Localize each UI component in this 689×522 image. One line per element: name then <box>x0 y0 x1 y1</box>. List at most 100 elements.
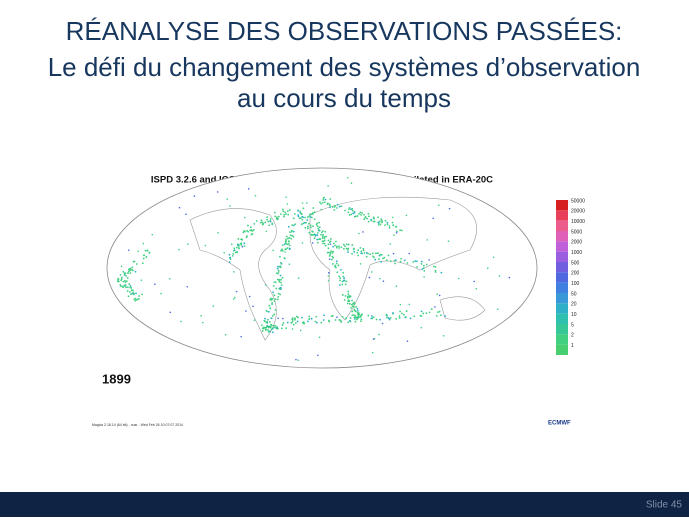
observation-dot <box>287 240 290 243</box>
observation-dot <box>321 240 324 243</box>
observation-dot <box>344 294 347 297</box>
observation-dot <box>240 238 243 241</box>
observation-dot <box>277 265 279 268</box>
observation-dot <box>365 255 368 258</box>
observation-dot <box>178 248 180 251</box>
observation-dot <box>267 310 270 313</box>
observation-dot <box>331 255 334 258</box>
observation-dot <box>371 351 374 354</box>
observation-dot <box>263 319 266 322</box>
observation-dot <box>353 314 355 316</box>
legend-label: 20 <box>571 302 577 308</box>
observation-dot <box>264 284 267 286</box>
observation-dot <box>395 230 398 233</box>
observation-dot <box>383 256 386 259</box>
observation-dot <box>380 253 383 256</box>
observation-dot <box>273 326 275 329</box>
observation-dot <box>312 207 315 209</box>
observation-dot <box>271 331 274 334</box>
observation-dot <box>335 260 338 263</box>
observation-dot <box>308 315 311 318</box>
map <box>106 167 538 369</box>
observation-dot <box>306 216 309 218</box>
observation-dot <box>391 221 394 224</box>
observation-dot <box>117 280 120 283</box>
observation-dot <box>357 254 360 257</box>
observation-dot <box>228 253 231 256</box>
observation-dot <box>342 275 345 278</box>
observation-dot <box>405 310 408 312</box>
observation-dot <box>243 216 246 219</box>
observation-dot <box>124 281 127 283</box>
observation-dot <box>331 258 333 261</box>
observation-dot <box>432 217 434 220</box>
observation-dot <box>260 219 263 222</box>
observation-dot <box>131 292 134 295</box>
observation-dot <box>142 257 145 260</box>
observation-dot <box>216 191 219 193</box>
observation-dot <box>122 280 125 283</box>
legend-label: 100 <box>571 281 580 287</box>
observation-dot <box>372 217 375 220</box>
observation-dot <box>475 287 478 290</box>
observation-dot <box>280 278 282 281</box>
observation-dot <box>360 318 363 321</box>
observation-dot <box>131 266 134 269</box>
observation-dot <box>367 314 370 317</box>
observation-dot <box>281 244 284 247</box>
observation-dot <box>344 283 347 286</box>
observation-dot <box>353 250 356 253</box>
observation-dot <box>342 248 345 250</box>
observation-dot <box>291 318 294 321</box>
observation-dot <box>282 210 285 213</box>
observation-dot <box>426 239 429 241</box>
observation-dot <box>344 245 346 248</box>
observation-dot <box>382 257 384 260</box>
observation-dot <box>266 216 269 219</box>
observation-dot <box>360 252 362 255</box>
observation-dot <box>268 224 271 227</box>
observation-dot <box>120 265 123 268</box>
observation-dot <box>370 315 373 317</box>
observation-dot <box>381 322 384 325</box>
legend-label: 10000 <box>571 219 585 225</box>
observation-dot <box>278 265 281 268</box>
observation-dot <box>416 266 418 268</box>
observation-dot <box>313 218 316 221</box>
observation-dot <box>276 218 279 221</box>
observation-dot <box>319 201 321 204</box>
observation-dot <box>473 280 475 283</box>
observation-dot <box>430 308 433 310</box>
observation-dot <box>395 285 398 287</box>
observation-dot <box>145 256 148 258</box>
observation-dot <box>428 259 430 261</box>
observation-dot <box>126 277 129 279</box>
observation-dot <box>321 237 324 239</box>
observation-dot <box>286 203 289 205</box>
legend-label: 1000 <box>571 250 582 256</box>
observation-dot <box>322 242 324 245</box>
legend-swatch <box>556 334 568 345</box>
observation-dot <box>434 306 436 308</box>
continent <box>189 208 277 341</box>
observation-dot <box>379 223 382 226</box>
observation-dot <box>364 215 367 218</box>
observation-dot <box>341 283 344 286</box>
observation-dot <box>129 285 132 287</box>
observation-dot <box>347 299 350 302</box>
observation-dot <box>389 260 392 263</box>
observation-dot <box>302 222 305 225</box>
observation-dot <box>328 204 331 207</box>
observation-dot <box>313 211 316 214</box>
observation-dot <box>292 217 295 220</box>
observation-dot <box>367 252 369 255</box>
observation-dot <box>440 271 443 274</box>
observation-dot <box>123 272 126 274</box>
observation-dot <box>274 324 277 327</box>
observation-dot <box>349 317 352 319</box>
observation-dot <box>371 271 373 273</box>
observation-dot <box>327 279 330 282</box>
legend-label: 1 <box>571 343 574 349</box>
observation-dot <box>289 234 292 237</box>
